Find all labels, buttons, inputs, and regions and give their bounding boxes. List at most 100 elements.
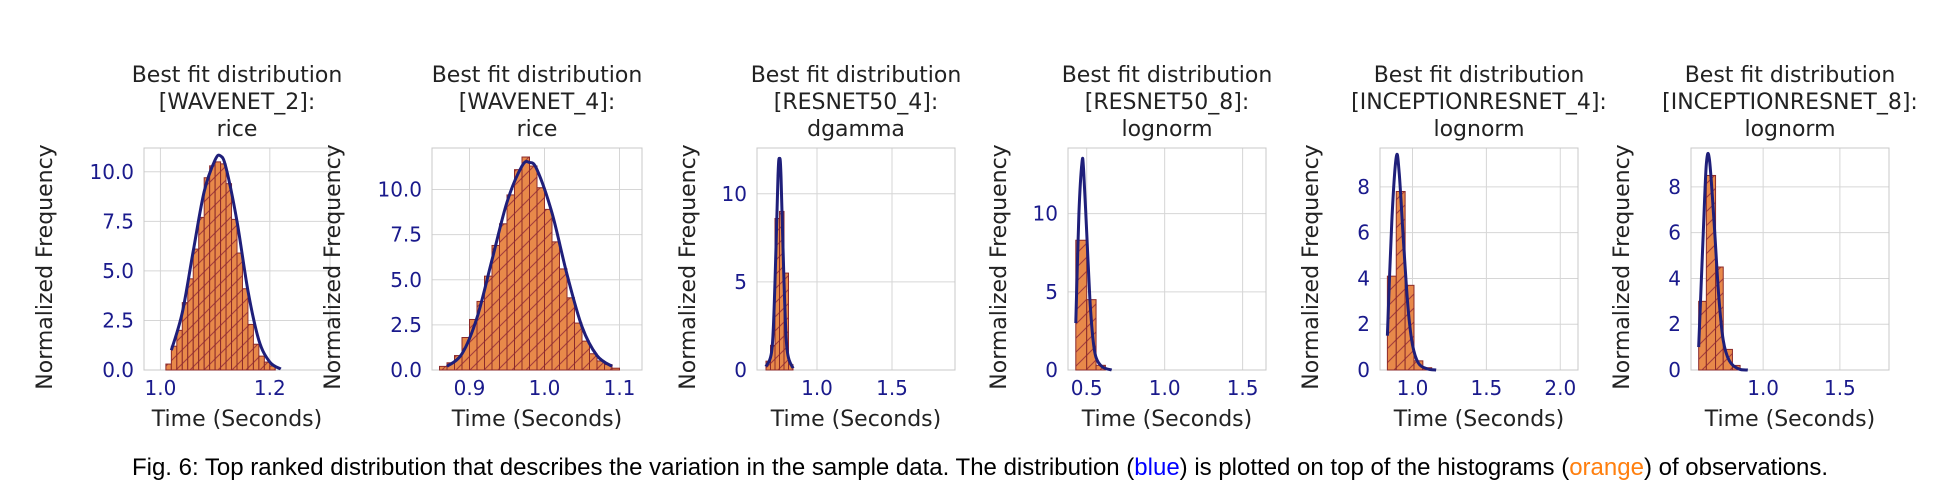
x-axis-label: Time (Seconds) bbox=[1704, 407, 1875, 432]
x-axis-label: Time (Seconds) bbox=[151, 407, 322, 432]
panel-title-line: Best fit distribution bbox=[432, 63, 643, 88]
y-axis-label: Normalized Frequency bbox=[1299, 144, 1324, 389]
y-axis-label: Normalized Frequency bbox=[987, 144, 1012, 389]
histogram-bar bbox=[439, 365, 448, 371]
histogram-bar bbox=[551, 241, 560, 371]
panel-title-line: [RESNET50_8]: bbox=[1085, 90, 1250, 115]
y-tick-label: 0 bbox=[1045, 358, 1058, 382]
figure-panels: 1.0 1.2 0.0 2.5 5.0 7.5 10.0 Time (Seconds) Norm… bbox=[33, 63, 1918, 432]
y-tick-label: 8 bbox=[1357, 175, 1370, 199]
y-tick-label: 0.0 bbox=[390, 358, 422, 382]
panel-title-line: Best fit distribution bbox=[1374, 63, 1585, 88]
y-tick-label: 10 bbox=[1033, 202, 1058, 226]
histogram-bar bbox=[176, 329, 183, 371]
histogram-bar bbox=[559, 268, 568, 371]
panel-1: 1.0 1.2 0.0 2.5 5.0 7.5 10.0 Time (Seconds) Norm… bbox=[33, 63, 342, 432]
x-axis-label: Time (Seconds) bbox=[1393, 407, 1564, 432]
panel-5: 1.0 1.5 2.0 0 2 4 6 8 Time (Seconds) Normalized F… bbox=[1299, 63, 1607, 432]
figure-caption: Fig. 6: Top ranked distribution that des… bbox=[0, 454, 1960, 482]
panel-6: 1.0 1.5 0 2 4 6 8 Time (Seconds) Normalized Freq… bbox=[1610, 63, 1918, 432]
x-axis-label: Time (Seconds) bbox=[770, 407, 941, 432]
caption-text-middle: ) is plotted on top of the histograms ( bbox=[1179, 454, 1570, 481]
y-tick-label: 0 bbox=[1668, 358, 1681, 382]
histogram-bar bbox=[536, 187, 545, 371]
x-tick-label: 1.5 bbox=[1470, 376, 1502, 400]
histogram-bar bbox=[165, 363, 172, 371]
histogram-bar bbox=[574, 322, 583, 371]
panel-title-line: Best fit distribution bbox=[751, 63, 962, 88]
caption-text-before: Fig. 6: Top ranked distribution that des… bbox=[131, 454, 1135, 481]
fit-curve bbox=[764, 156, 795, 369]
panel-title-line: dgamma bbox=[807, 117, 905, 142]
histogram-bar bbox=[214, 161, 222, 371]
y-tick-label: 10.0 bbox=[377, 178, 422, 202]
caption-text-after: ) of observations. bbox=[1643, 454, 1829, 481]
panel-title-line: Best fit distribution bbox=[1062, 63, 1273, 88]
histogram-bar bbox=[192, 248, 200, 371]
y-tick-label: 10.0 bbox=[89, 160, 134, 184]
y-axis-label: Normalized Frequency bbox=[1610, 144, 1635, 389]
x-tick-label: 1.0 bbox=[1149, 376, 1181, 400]
plot-frame bbox=[1067, 147, 1267, 371]
x-tick-label: 1.5 bbox=[1824, 376, 1856, 400]
histogram-bar bbox=[581, 340, 590, 371]
histogram-bar bbox=[247, 323, 254, 371]
panel-4: 0.5 1.0 1.5 0 5 10 Time (Seconds) Normalized Fr… bbox=[987, 63, 1272, 432]
y-axis-label: Normalized Frequency bbox=[676, 144, 701, 389]
fit-curve bbox=[1697, 151, 1748, 372]
histogram-bar bbox=[499, 223, 508, 371]
y-tick-label: 6 bbox=[1357, 221, 1370, 245]
histogram-bar bbox=[225, 183, 233, 371]
histogram-bar bbox=[187, 278, 194, 371]
histogram-bar bbox=[506, 194, 515, 371]
y-tick-label: 2 bbox=[1357, 312, 1370, 336]
x-tick-label: 1.5 bbox=[876, 376, 908, 400]
x-tick-label: 1.2 bbox=[254, 376, 286, 400]
panel-title-line: [WAVENET_4]: bbox=[459, 90, 616, 115]
histogram-bar bbox=[514, 169, 523, 371]
x-tick-label: 1.0 bbox=[1747, 376, 1779, 400]
plot-frame bbox=[1690, 147, 1890, 371]
x-tick-label: 1.0 bbox=[145, 376, 177, 400]
y-tick-label: 2 bbox=[1668, 312, 1681, 336]
panel-title-line: [INCEPTIONRESNET_8]: bbox=[1662, 90, 1918, 115]
panel-title-line: [INCEPTIONRESNET_4]: bbox=[1351, 90, 1607, 115]
y-tick-label: 5.0 bbox=[390, 268, 422, 292]
y-tick-label: 6 bbox=[1668, 221, 1681, 245]
panel-2: 0.9 1.0 1.1 0.0 2.5 5.0 7.5 10.0 Time (Seconds) N… bbox=[321, 63, 643, 432]
y-tick-label: 4 bbox=[1668, 266, 1681, 290]
panel-title-line: [RESNET50_4]: bbox=[774, 90, 939, 115]
panel-title-line: rice bbox=[517, 117, 558, 142]
histogram-bar bbox=[544, 208, 553, 371]
histogram-bar bbox=[252, 343, 260, 371]
y-tick-label: 5 bbox=[734, 270, 747, 294]
histogram-bar bbox=[529, 165, 538, 371]
x-tick-label: 1.5 bbox=[1227, 376, 1259, 400]
x-axis-label: Time (Seconds) bbox=[451, 407, 622, 432]
histogram-bar bbox=[521, 156, 530, 371]
x-tick-label: 1.0 bbox=[1397, 376, 1429, 400]
fit-curve bbox=[169, 153, 282, 371]
plot-frame bbox=[756, 147, 956, 371]
y-tick-label: 2.5 bbox=[390, 313, 422, 337]
histogram-bar bbox=[209, 165, 216, 371]
histogram-bar bbox=[231, 218, 238, 371]
panel-3: 1.0 1.5 0 5 10 Time (Seconds) Normalized Frequ… bbox=[676, 63, 961, 432]
y-tick-label: 2.5 bbox=[102, 308, 134, 332]
caption-blue-word: blue bbox=[1134, 454, 1180, 481]
y-tick-label: 5 bbox=[1045, 280, 1058, 304]
x-tick-label: 1.0 bbox=[801, 376, 833, 400]
x-tick-label: 1.0 bbox=[529, 376, 561, 400]
fit-curve bbox=[446, 160, 613, 368]
y-tick-label: 4 bbox=[1357, 266, 1370, 290]
y-axis-label: Normalized Frequency bbox=[321, 144, 346, 389]
x-tick-label: 0.5 bbox=[1071, 376, 1103, 400]
x-tick-label: 1.1 bbox=[604, 376, 636, 400]
fit-curve bbox=[1385, 152, 1437, 372]
caption-orange-word: orange bbox=[1569, 454, 1644, 481]
histogram-bar bbox=[566, 297, 575, 371]
y-tick-label: 0 bbox=[734, 358, 747, 382]
panel-title-line: Best fit distribution bbox=[132, 63, 343, 88]
fit-curve bbox=[1074, 156, 1113, 372]
panel-title-line: lognorm bbox=[1121, 117, 1212, 142]
